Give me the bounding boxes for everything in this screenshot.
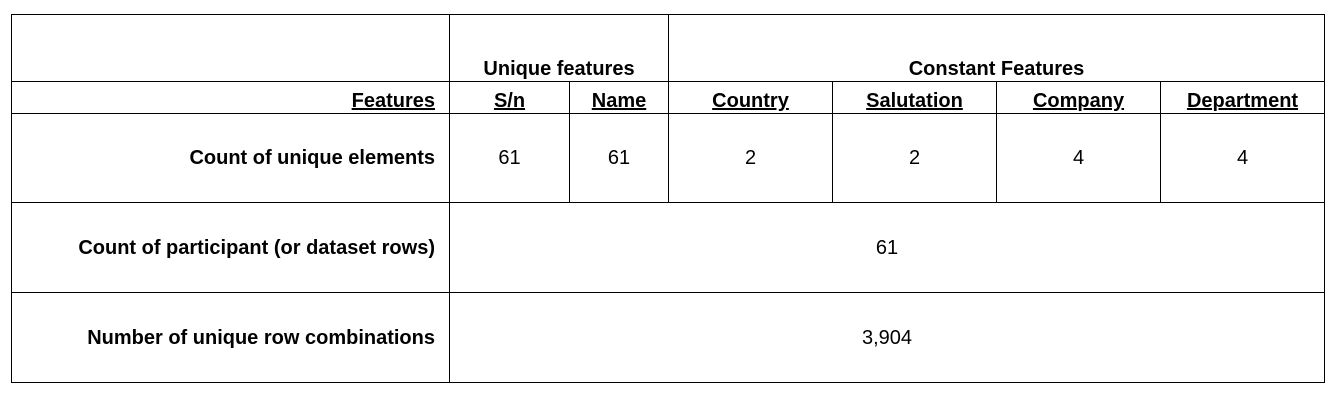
- column-header-country: Country: [668, 81, 833, 114]
- row-label-unique-elements: Count of unique elements: [11, 113, 450, 203]
- cell-country-count: 2: [668, 113, 833, 203]
- column-header-department: Department: [1159, 81, 1326, 114]
- cell-sn-count: 61: [449, 113, 570, 203]
- group-header-row: Unique features Constant Features: [11, 14, 1326, 82]
- row-label-combinations: Number of unique row combinations: [11, 292, 450, 383]
- cell-company-count: 4: [996, 113, 1161, 203]
- row-label-participants: Count of participant (or dataset rows): [11, 202, 450, 293]
- constant-features-header: Constant Features: [667, 14, 1326, 82]
- features-header-text: Features: [351, 90, 435, 112]
- column-header-sn: S/n: [449, 81, 570, 114]
- column-header-name: Name: [569, 81, 669, 114]
- unique-features-header: Unique features: [449, 14, 669, 82]
- cell-salutation-count: 2: [832, 113, 997, 203]
- cell-name-count: 61: [569, 113, 669, 203]
- feature-summary-table: Unique features Constant Features Featur…: [11, 14, 1326, 383]
- empty-corner-cell: [11, 14, 450, 82]
- constant-features-header-text: Constant Features: [908, 58, 1085, 80]
- cell-department-count: 4: [1159, 113, 1326, 203]
- column-header-salutation: Salutation: [832, 81, 997, 114]
- table-row-participants: Count of participant (or dataset rows) 6…: [11, 202, 1326, 293]
- unique-features-header-text: Unique features: [483, 58, 635, 80]
- cell-combinations-value: 3,904: [448, 292, 1326, 383]
- table-row-combinations: Number of unique row combinations 3,904: [11, 292, 1326, 383]
- column-header-company: Company: [996, 81, 1161, 114]
- features-header: Features: [11, 81, 450, 114]
- column-header-row: Features S/n Name Country Salutation Com…: [11, 81, 1326, 114]
- table-row-unique-elements: Count of unique elements 61 61 2 2 4 4: [11, 113, 1326, 203]
- cell-participants-value: 61: [448, 202, 1326, 293]
